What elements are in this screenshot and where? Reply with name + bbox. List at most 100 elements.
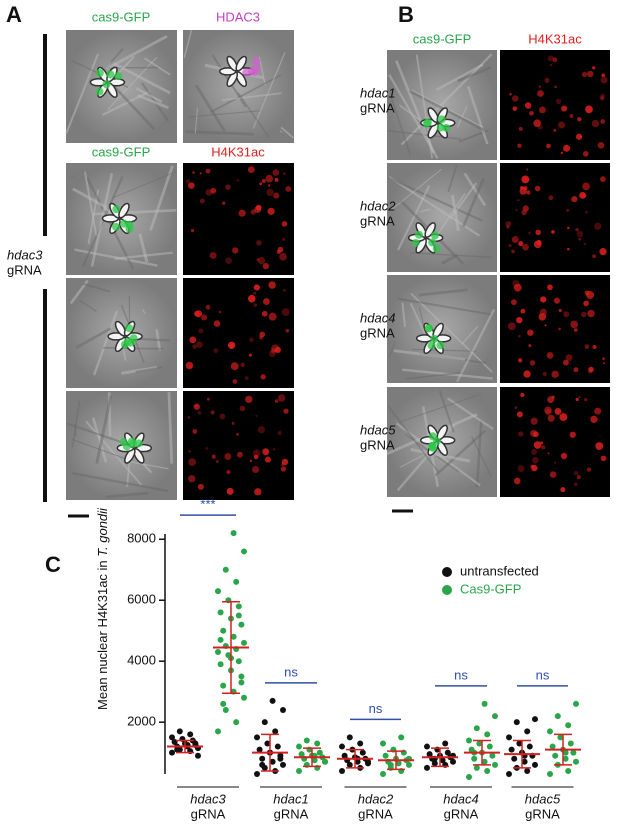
speckle	[573, 367, 579, 373]
speckle	[553, 129, 557, 132]
texture	[461, 177, 485, 228]
texture	[388, 340, 396, 359]
data-point	[280, 706, 286, 713]
data-point	[481, 758, 488, 765]
texture	[450, 194, 460, 232]
speckle	[511, 236, 519, 244]
speckle	[282, 288, 286, 292]
texture	[391, 168, 442, 211]
micrographs	[65, 29, 610, 500]
data-point	[506, 734, 512, 741]
speckle	[222, 201, 226, 205]
speckle	[188, 450, 191, 453]
data-point	[241, 639, 247, 646]
speckle	[193, 310, 200, 317]
speckle	[587, 309, 595, 318]
speckle	[276, 249, 281, 254]
texture	[144, 57, 171, 76]
speckle	[253, 284, 260, 291]
speckle	[534, 185, 541, 192]
data-point	[492, 761, 498, 768]
nucleus-signal	[428, 443, 437, 452]
nucleus-signal	[427, 341, 436, 350]
data-point	[314, 740, 321, 747]
nucleus-signal	[423, 118, 432, 127]
texture	[410, 292, 493, 373]
significance-label: ns	[454, 667, 468, 682]
speckle	[232, 247, 239, 254]
data-point	[431, 760, 438, 767]
speckle	[524, 102, 532, 109]
texture	[105, 34, 168, 71]
data-point	[235, 658, 242, 665]
data-point	[169, 749, 175, 756]
texture	[85, 420, 143, 486]
data-point	[341, 752, 348, 759]
data-point	[444, 749, 451, 756]
data-point	[562, 749, 569, 756]
speckle	[511, 299, 517, 306]
speckle	[231, 421, 235, 425]
parasite	[424, 222, 436, 238]
texture	[466, 85, 489, 145]
data-point	[217, 661, 224, 668]
speckle	[197, 411, 202, 415]
data-point	[254, 734, 260, 741]
speckle	[554, 407, 562, 415]
speckle	[547, 396, 555, 404]
speckle	[531, 449, 538, 455]
speckle	[283, 172, 286, 175]
speckle	[232, 379, 238, 384]
speckle	[257, 257, 266, 265]
data-point	[272, 728, 279, 735]
nucleus-signal	[114, 72, 123, 81]
speckle	[285, 186, 292, 192]
speckle	[586, 290, 595, 299]
texture	[457, 66, 492, 83]
texture	[418, 288, 468, 297]
data-point	[513, 719, 520, 726]
speckle	[518, 241, 524, 247]
speckle	[262, 298, 270, 305]
data-point	[492, 713, 498, 720]
data-point	[476, 740, 483, 747]
texture	[390, 95, 411, 156]
speckle	[547, 452, 550, 455]
speckle	[264, 456, 271, 463]
texture	[415, 54, 434, 159]
legend-marker	[442, 585, 452, 595]
speckle	[546, 143, 551, 149]
speckle	[579, 192, 586, 199]
nucleus-signal	[442, 123, 451, 132]
data-point	[359, 749, 366, 756]
legend-marker	[442, 567, 452, 577]
speckle	[267, 207, 275, 215]
speckle	[224, 452, 232, 461]
data-point	[547, 771, 553, 777]
nucleus-signal	[95, 87, 104, 96]
x-tick-label: hdac4	[443, 791, 478, 806]
texture	[111, 170, 177, 199]
speckle	[592, 254, 597, 259]
speckle	[544, 324, 547, 327]
data-point	[187, 731, 194, 738]
data-point	[565, 767, 572, 774]
speckle	[255, 204, 262, 211]
speckle	[571, 196, 578, 203]
speckle	[225, 184, 231, 190]
speckle	[576, 230, 584, 238]
speckle	[209, 252, 217, 259]
data-point	[303, 737, 310, 744]
speckle	[553, 297, 561, 304]
data-point	[450, 758, 456, 765]
speckle	[542, 371, 547, 377]
speckle	[560, 151, 564, 155]
nucleus-signal	[106, 70, 115, 79]
speckle	[569, 113, 574, 118]
speckle	[213, 348, 219, 353]
speckle	[530, 464, 535, 469]
speckle	[565, 354, 573, 362]
texture	[65, 53, 100, 135]
speckle	[201, 314, 208, 321]
texture	[188, 110, 261, 118]
